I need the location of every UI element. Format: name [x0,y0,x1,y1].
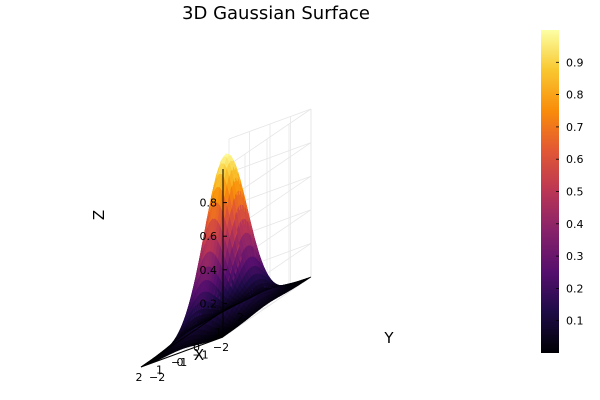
z-tick-label: 0.2 [200,297,218,310]
colorbar-tick-label: 0.4 [566,218,584,231]
z-axis-label: Z [90,210,108,220]
chart-title: 3D Gaussian Surface [182,3,370,24]
colorbar-tick-label: 0.7 [566,121,584,134]
y-tick-label: −1 [171,356,187,369]
z-tick-label: 0.4 [200,264,218,277]
colorbar-gradient [541,30,559,353]
colorbar: 0.1 0.2 0.3 0.4 0.5 0.6 0.7 0.8 0.9 [541,30,584,353]
z-tick-label: 0.6 [200,230,218,243]
colorbar-tick-label: 0.6 [566,153,584,166]
y-axis-label: Y [383,329,394,347]
y-tick-label: 0 [193,341,200,354]
z-tick-label: 0.8 [200,197,218,210]
colorbar-tick-label: 0.5 [566,186,584,199]
wall-grid-line [228,142,312,173]
wall-grid-line [222,108,312,170]
colorbar-tick-label: 0.8 [566,89,584,102]
colorbar-tick-label: 0.1 [566,315,584,328]
colorbar-tick-label: 0.9 [566,56,584,69]
x-tick-label: −1 [192,349,208,362]
y-tick-label: 2 [237,311,244,324]
x-tick-label: −2 [213,341,229,354]
y-axis-line [140,306,230,368]
wall-grid-line [228,108,312,140]
x-tick-label: 1 [156,364,163,377]
y-tick-label: 1 [215,326,222,339]
wall-grid-line [222,276,312,338]
x-tick-label: 0 [177,356,184,369]
x-tick-label: 2 [136,371,143,384]
y-tick-label: −2 [149,371,165,384]
x-axis-label: X [194,346,204,364]
colorbar-ticks: 0.1 0.2 0.3 0.4 0.5 0.6 0.7 0.8 0.9 [556,56,584,328]
colorbar-tick-label: 0.3 [566,250,584,263]
surface-mesh [140,153,312,368]
x-axis-line [140,336,224,368]
colorbar-tick-label: 0.2 [566,282,584,295]
